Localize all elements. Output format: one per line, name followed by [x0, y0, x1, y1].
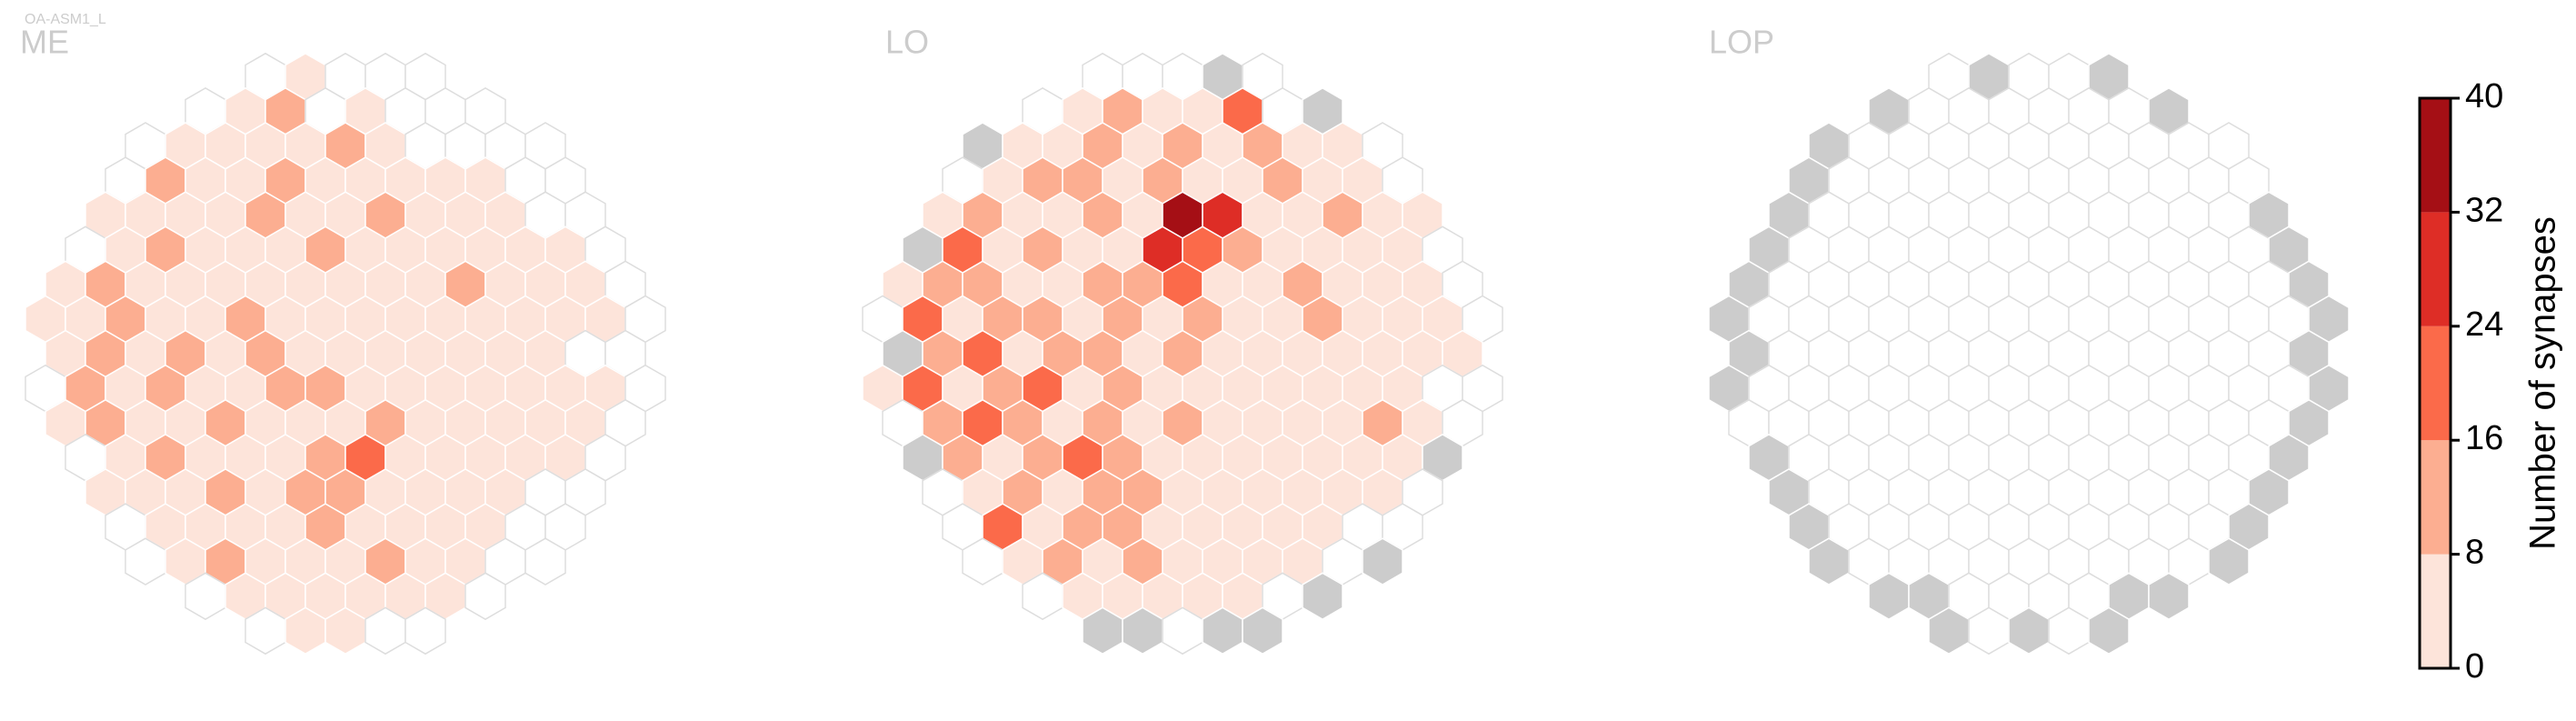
colorbar-segment — [2420, 98, 2451, 213]
colorbar-tick-label: 32 — [2465, 191, 2503, 229]
colorbar-tick-label: 8 — [2465, 534, 2484, 572]
hex-cell — [1302, 572, 1343, 620]
colorbar-tick-label: 16 — [2465, 419, 2503, 457]
panel-title: LOP — [1709, 24, 1774, 61]
colorbar-tick-label: 0 — [2465, 647, 2484, 686]
panel-title: LO — [885, 24, 929, 61]
hex-cell — [2208, 537, 2250, 586]
hex-cell — [2088, 606, 2130, 656]
hex-cell — [1362, 537, 1403, 586]
hex-cell — [404, 606, 446, 656]
colorbar-tick-label: 24 — [2465, 305, 2503, 344]
panel-title: ME — [20, 24, 69, 61]
hex-cell — [1242, 606, 1283, 656]
colorbar-segment — [2420, 440, 2451, 555]
hex-cell — [524, 537, 566, 586]
figure-label: OA-ASM1_L — [25, 12, 106, 27]
colorbar-segment — [2420, 325, 2451, 441]
colorbar-segment — [2420, 554, 2451, 668]
colorbar-segment — [2420, 212, 2451, 326]
colorbar-tick-label: 40 — [2465, 77, 2503, 115]
colorbar-label: Number of synapses — [2523, 216, 2563, 550]
colorbar-frame — [2418, 96, 2452, 670]
hex-cell — [2148, 572, 2190, 620]
hex-cell — [464, 572, 506, 620]
